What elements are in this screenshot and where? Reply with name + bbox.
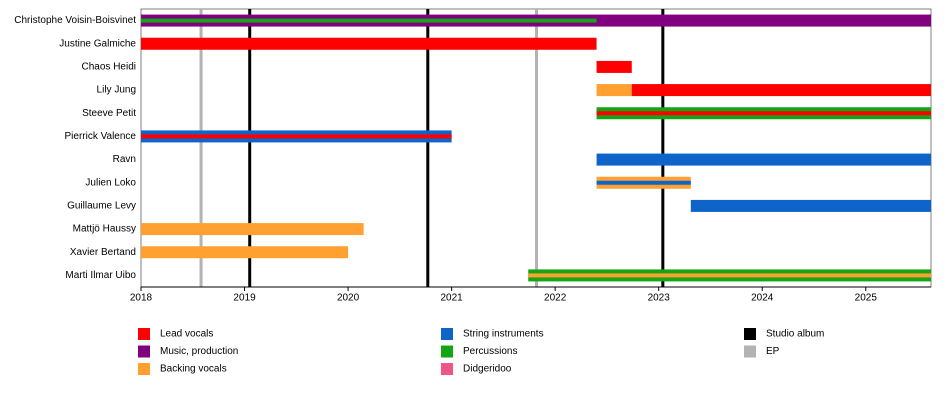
x-tick-label: 2020: [337, 293, 360, 304]
legend-event-swatch: [744, 328, 756, 340]
legend-event-label: EP: [766, 346, 780, 357]
period-bar: [596, 111, 931, 116]
legend-role-label: Percussions: [463, 346, 517, 357]
period-bar: [596, 60, 632, 73]
member-label: Christophe Voisin-Boisvinet: [14, 15, 136, 26]
period-bar: [596, 180, 691, 185]
period-bar: [141, 246, 349, 259]
period-bar: [690, 199, 931, 212]
x-tick-label: 2023: [648, 293, 671, 304]
legend-role-swatch: [138, 363, 150, 375]
member-label: Justine Galmiche: [59, 38, 136, 49]
legend-role-swatch: [138, 328, 150, 340]
period-bar: [596, 153, 931, 166]
period-bar: [141, 18, 597, 23]
x-tick-label: 2021: [440, 293, 463, 304]
member-label: Xavier Bertand: [70, 247, 136, 258]
period-bar: [141, 37, 597, 50]
member-label: Pierrick Valence: [64, 131, 136, 142]
member-label: Marti Ilmar Uibo: [65, 270, 136, 281]
legend-role-label: Lead vocals: [160, 329, 213, 340]
member-label: Mattjö Haussy: [73, 224, 136, 235]
member-label: Ravn: [113, 154, 136, 165]
legend-role-swatch: [138, 345, 150, 358]
member-label: Julien Loko: [85, 177, 136, 188]
legend-event-label: Studio album: [766, 329, 824, 340]
member-label: Guillaume Levy: [67, 201, 136, 212]
period-bar: [596, 84, 632, 97]
period-bar: [141, 134, 452, 139]
legend-role-label: Music, production: [160, 346, 238, 357]
legend-role-swatch: [441, 328, 453, 340]
member-label: Chaos Heidi: [82, 62, 136, 73]
member-label: Lily Jung: [97, 85, 136, 96]
x-tick-label: 2022: [544, 293, 567, 304]
period-bar: [631, 84, 931, 97]
x-tick-label: 2019: [233, 293, 256, 304]
x-tick-label: 2025: [855, 293, 878, 304]
period-bar: [141, 223, 364, 236]
member-label: Steeve Petit: [82, 108, 136, 119]
legend-role-swatch: [441, 345, 453, 358]
legend-role-label: Didgeridoo: [463, 364, 512, 375]
x-tick-label: 2024: [751, 293, 774, 304]
legend-role-label: String instruments: [463, 329, 544, 340]
x-tick-label: 2018: [130, 293, 153, 304]
period-bar: [528, 273, 931, 278]
legend-role-label: Backing vocals: [160, 364, 227, 375]
legend-event-swatch: [744, 345, 756, 358]
legend-role-swatch: [441, 363, 453, 375]
